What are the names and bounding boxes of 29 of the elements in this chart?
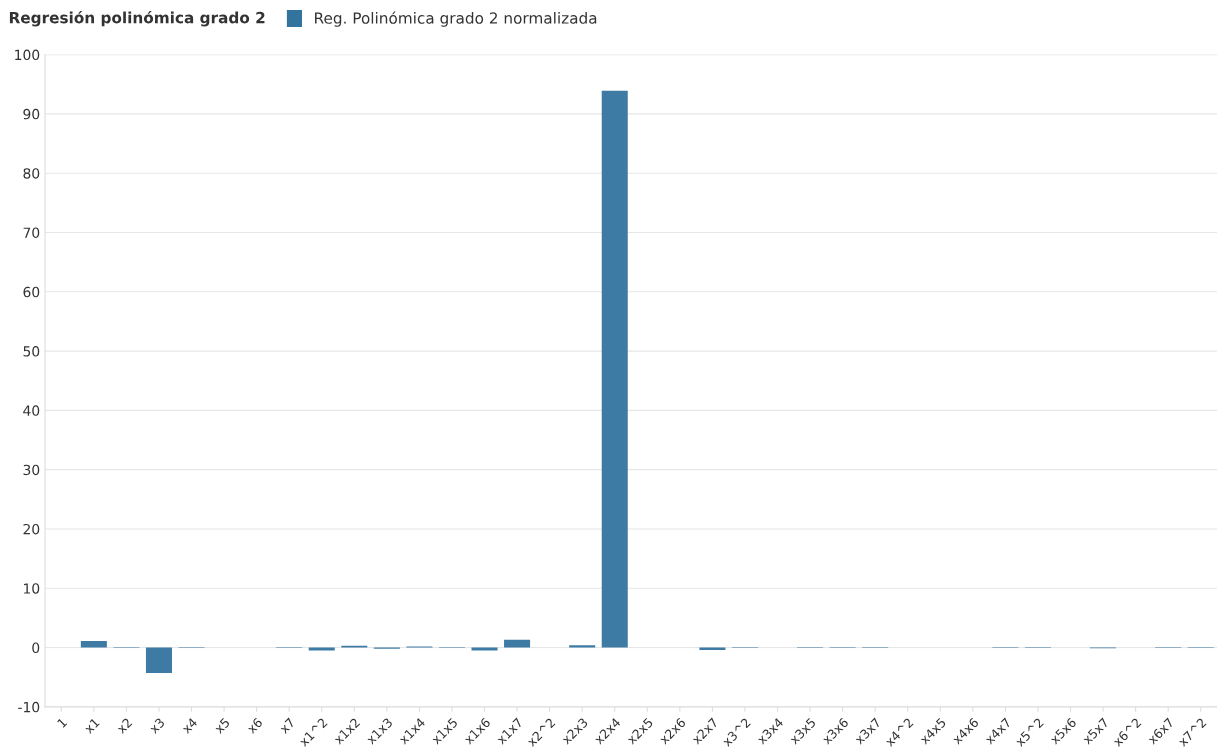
bar xyxy=(80,641,107,648)
x-tick-label: x3 xyxy=(148,717,166,735)
bar xyxy=(504,639,531,648)
y-tick-label: 90 xyxy=(23,108,40,120)
y-tick-label: 30 xyxy=(23,464,40,476)
legend-label: Reg. Polinómica grado 2 normalizada xyxy=(315,11,597,27)
y-tick-label: -10 xyxy=(18,701,40,713)
y-tick-label: 50 xyxy=(23,346,40,357)
x-tick-label: x7 xyxy=(278,717,296,734)
x-tick-label: x5 xyxy=(213,717,231,735)
bar xyxy=(471,647,498,651)
x-tick-label: x6 xyxy=(246,717,263,735)
chart-title: Regresión polinómica grado 2 xyxy=(9,10,265,27)
y-tick-label: 40 xyxy=(23,405,40,416)
y-tick-label: 70 xyxy=(23,227,40,238)
bar xyxy=(601,90,628,648)
x-tick-label: 1 xyxy=(56,717,68,728)
bar xyxy=(569,645,596,648)
y-tick-label: 0 xyxy=(32,642,40,654)
x-tick-label: x2 xyxy=(115,717,133,734)
bar xyxy=(145,647,172,674)
y-tick-label: 80 xyxy=(23,168,40,179)
y-tick-label: 10 xyxy=(24,583,40,594)
x-tick-label: x1 xyxy=(83,717,100,734)
bar xyxy=(308,647,335,651)
x-tick-label: x4 xyxy=(181,717,198,734)
y-tick-label: 20 xyxy=(23,523,40,535)
y-tick-label: 100 xyxy=(15,49,40,61)
y-tick-label: 60 xyxy=(23,286,40,298)
